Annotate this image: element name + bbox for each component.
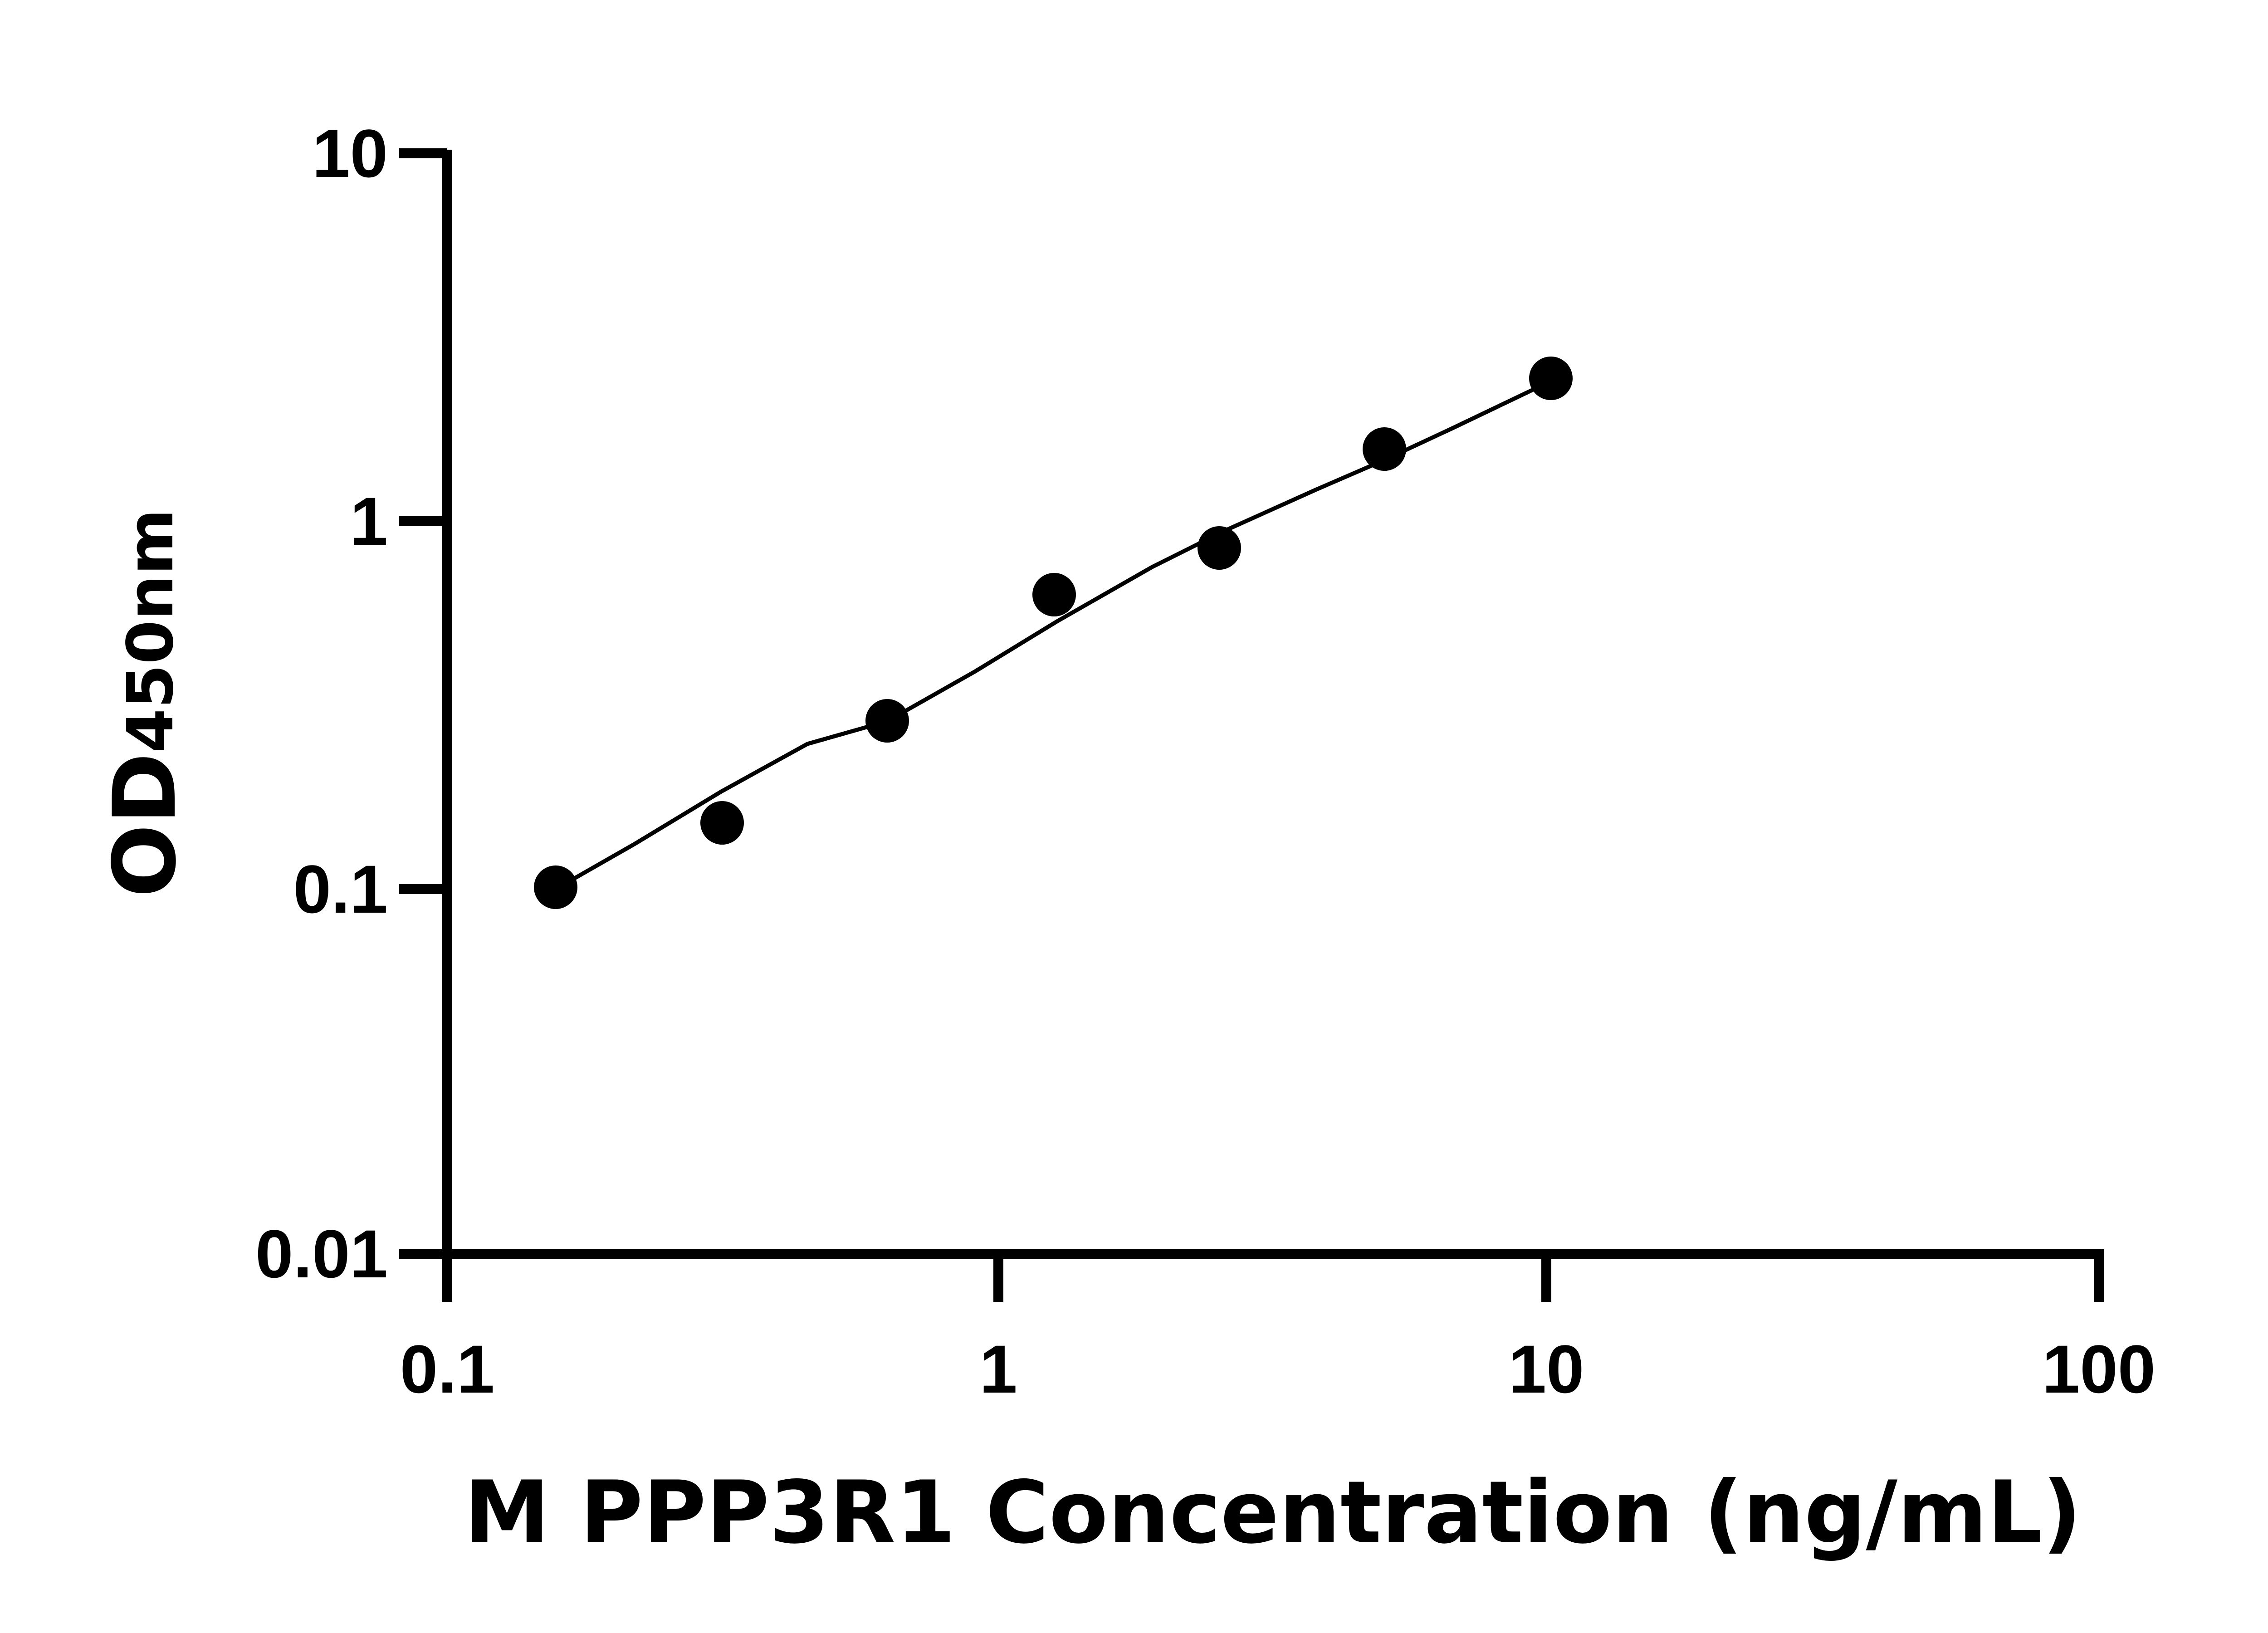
y-axis: 10 1 0.1 0.01 [255,115,452,1292]
y-axis-title-subscript: 450nm [114,508,188,753]
y-axis-title: OD450nm [95,508,195,897]
data-point [865,699,909,743]
x-tick-label-100: 100 [2042,1331,2156,1407]
y-tick-label-0.01: 0.01 [255,1216,388,1292]
data-point [1363,427,1406,471]
x-axis: 0.1 1 10 100 [400,1249,2156,1407]
data-point [1198,526,1241,570]
data-point [1529,357,1573,400]
x-tick-label-10: 10 [1509,1331,1584,1407]
x-tick-label-1: 1 [979,1331,1017,1407]
y-tick-label-0.1: 0.1 [293,851,388,927]
x-axis-title: M PPP3R1 Concentration (ng/mL) [464,1462,2082,1563]
data-points [534,357,1573,909]
y-tick-label-10: 10 [312,115,388,191]
data-point [534,865,577,909]
y-tick-label-1: 1 [350,483,388,559]
y-axis-title-main: OD [95,753,195,897]
x-tick-label-0.1: 0.1 [400,1331,495,1407]
data-point [1032,573,1076,616]
data-point [700,801,744,845]
